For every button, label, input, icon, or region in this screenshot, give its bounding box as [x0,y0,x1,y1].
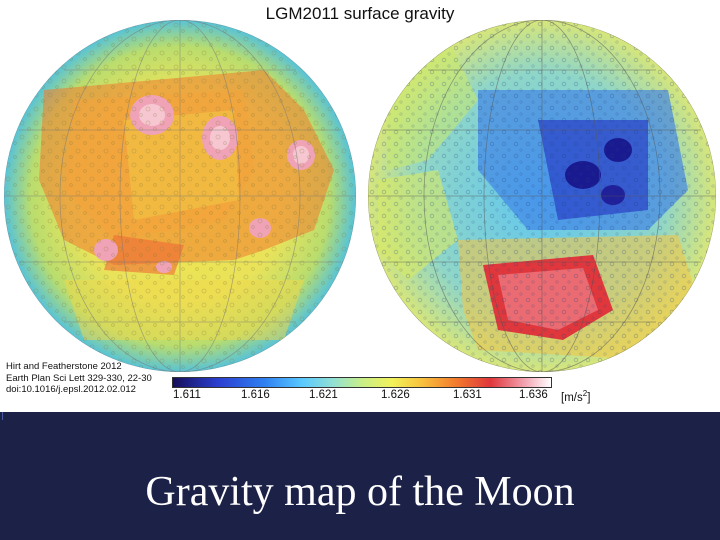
scale-tick-label: 1.631 [453,389,482,401]
scale-tick-label: 1.616 [241,389,270,401]
color-scale-bar [172,377,552,388]
citation: Hirt and Featherstone 2012 Earth Plan Sc… [6,361,152,396]
scale-tick-label: 1.636 [519,389,548,401]
slide-title: Gravity map of the Moon [145,469,575,515]
gravity-figure: LGM2011 surface gravity [0,0,720,412]
scale-tick-label: 1.621 [309,389,338,401]
far-side-hemisphere [368,20,716,372]
citation-line: Hirt and Featherstone 2012 [6,361,122,372]
citation-line: Earth Plan Sci Lett 329-330, 22-30 [6,372,152,384]
near-side-hemisphere [4,20,356,372]
scale-unit: [m/s2] [561,389,591,404]
scale-tick-label: 1.611 [173,389,201,401]
citation-line: doi:10.1016/j.epsl.2012.02.012 [6,384,136,395]
scale-tick-label: 1.626 [381,389,410,401]
figure-title: LGM2011 surface gravity [265,4,455,23]
